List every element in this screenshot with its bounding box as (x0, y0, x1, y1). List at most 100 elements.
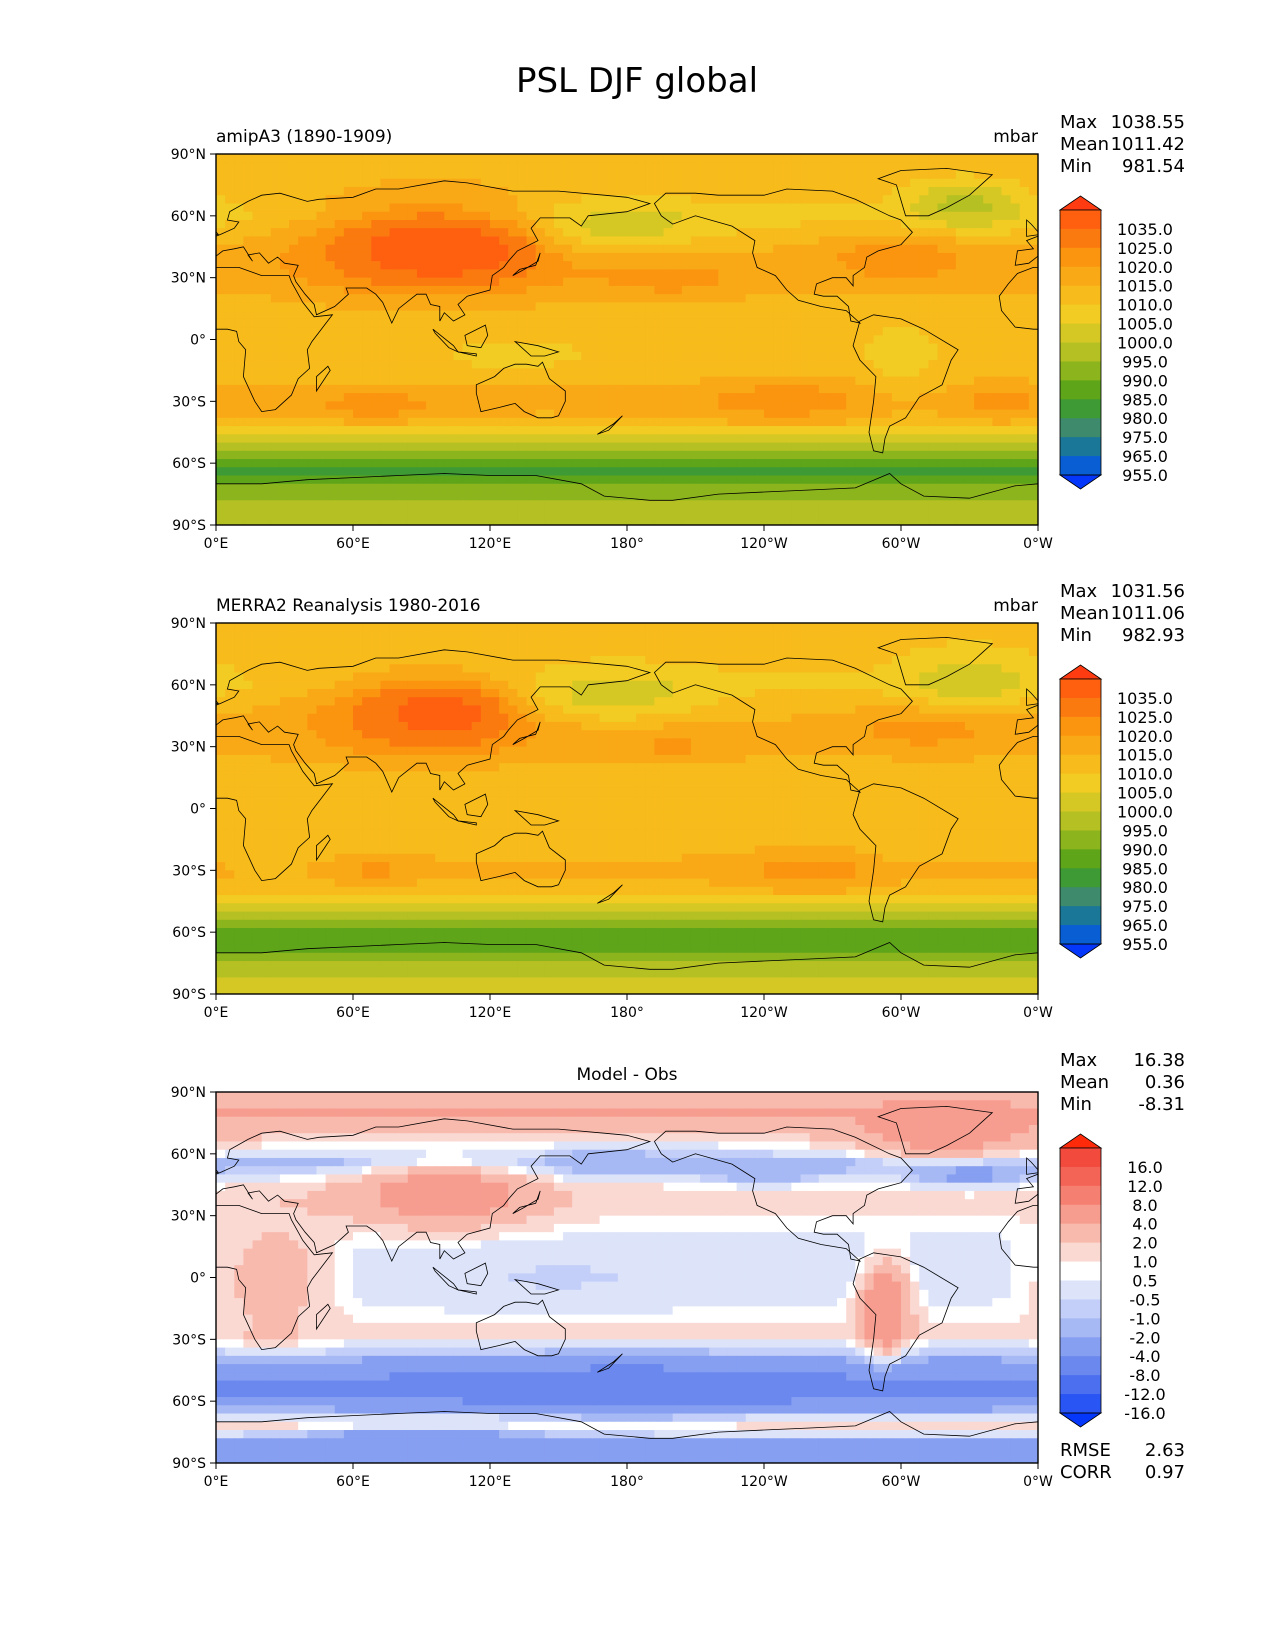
field-cell (380, 170, 391, 180)
field-cell (462, 393, 473, 402)
field-cell (581, 178, 592, 188)
field-cell (855, 219, 866, 229)
field-cell (544, 688, 555, 698)
field-cell (572, 409, 582, 419)
field-cell (1010, 343, 1021, 353)
field-cell (398, 697, 409, 707)
field-cell (736, 170, 747, 180)
field-cell (572, 277, 582, 287)
field-cell (864, 236, 875, 246)
field-cell (334, 269, 345, 279)
field-cell (225, 623, 235, 632)
field-cell (544, 244, 555, 254)
field-cell (608, 672, 619, 682)
field-cell (745, 203, 756, 213)
field-cell (690, 203, 701, 213)
field-cell (754, 252, 765, 262)
field-cell (855, 467, 866, 477)
field-cell (407, 261, 418, 271)
field-cell (837, 467, 847, 477)
field-cell (389, 401, 400, 411)
field-cell (928, 154, 939, 163)
field-cell (928, 623, 939, 632)
field-cell (480, 688, 491, 698)
field-cell (837, 228, 847, 238)
field-cell (544, 269, 555, 279)
field-cell (964, 680, 975, 690)
field-cell (837, 178, 847, 188)
field-cell (279, 442, 290, 452)
field-cell (855, 492, 866, 501)
field-cell (800, 154, 811, 163)
field-cell (937, 310, 948, 320)
field-cell (1019, 483, 1030, 493)
field-cell (736, 269, 747, 279)
field-cell (535, 483, 546, 493)
field-cell (901, 647, 911, 657)
field-cell (526, 294, 537, 303)
field-cell (490, 228, 500, 238)
field-cell (444, 647, 455, 657)
field-cell (901, 516, 911, 525)
field-cell (754, 360, 765, 369)
field-cell (837, 384, 847, 394)
field-cell (334, 351, 345, 361)
field-cell (718, 360, 729, 369)
field-cell (325, 203, 336, 213)
field-cell (316, 236, 327, 246)
field-cell (599, 697, 610, 707)
field-cell (937, 285, 948, 295)
field-cell (937, 500, 948, 510)
field-cell (389, 376, 400, 386)
field-cell (919, 162, 929, 172)
field-cell (298, 211, 308, 221)
field-cell (700, 162, 710, 172)
field-cell (992, 285, 1003, 295)
field-cell (654, 688, 665, 698)
field-cell (243, 318, 254, 328)
field-cell (508, 426, 518, 435)
field-cell (928, 639, 939, 649)
field-cell (882, 417, 893, 427)
field-cell (627, 178, 637, 188)
field-cell (599, 483, 610, 493)
field-cell (599, 475, 610, 485)
field-cell (371, 467, 381, 477)
field-cell (307, 417, 318, 427)
field-cell (1001, 688, 1012, 698)
field-cell (681, 294, 692, 303)
field-cell (937, 508, 948, 518)
field-cell (736, 647, 747, 657)
field-cell (499, 672, 509, 682)
field-cell (617, 631, 628, 641)
field-cell (617, 516, 628, 525)
field-cell (636, 318, 646, 328)
field-cell (490, 688, 500, 698)
field-cell (1019, 516, 1030, 525)
field-cell (599, 285, 610, 295)
field-cell (645, 450, 655, 460)
field-cell (937, 475, 948, 485)
field-cell (910, 219, 920, 229)
field-cell (572, 623, 582, 632)
field-cell (617, 697, 628, 707)
field-cell (599, 664, 610, 674)
field-cell (873, 269, 884, 279)
field-cell (517, 508, 528, 518)
field-cell (508, 672, 518, 682)
field-cell (636, 195, 646, 205)
field-cell (325, 393, 336, 402)
field-cell (964, 269, 975, 279)
field-cell (416, 655, 427, 665)
field-cell (745, 219, 756, 229)
field-cell (955, 310, 966, 320)
field-cell (307, 269, 318, 279)
field-cell (736, 162, 747, 172)
field-cell (937, 483, 948, 493)
field-cell (426, 434, 436, 444)
field-cell (243, 680, 254, 690)
field-cell (709, 639, 719, 649)
field-cell (508, 310, 518, 320)
field-cell (955, 178, 966, 188)
field-cell (974, 310, 984, 320)
